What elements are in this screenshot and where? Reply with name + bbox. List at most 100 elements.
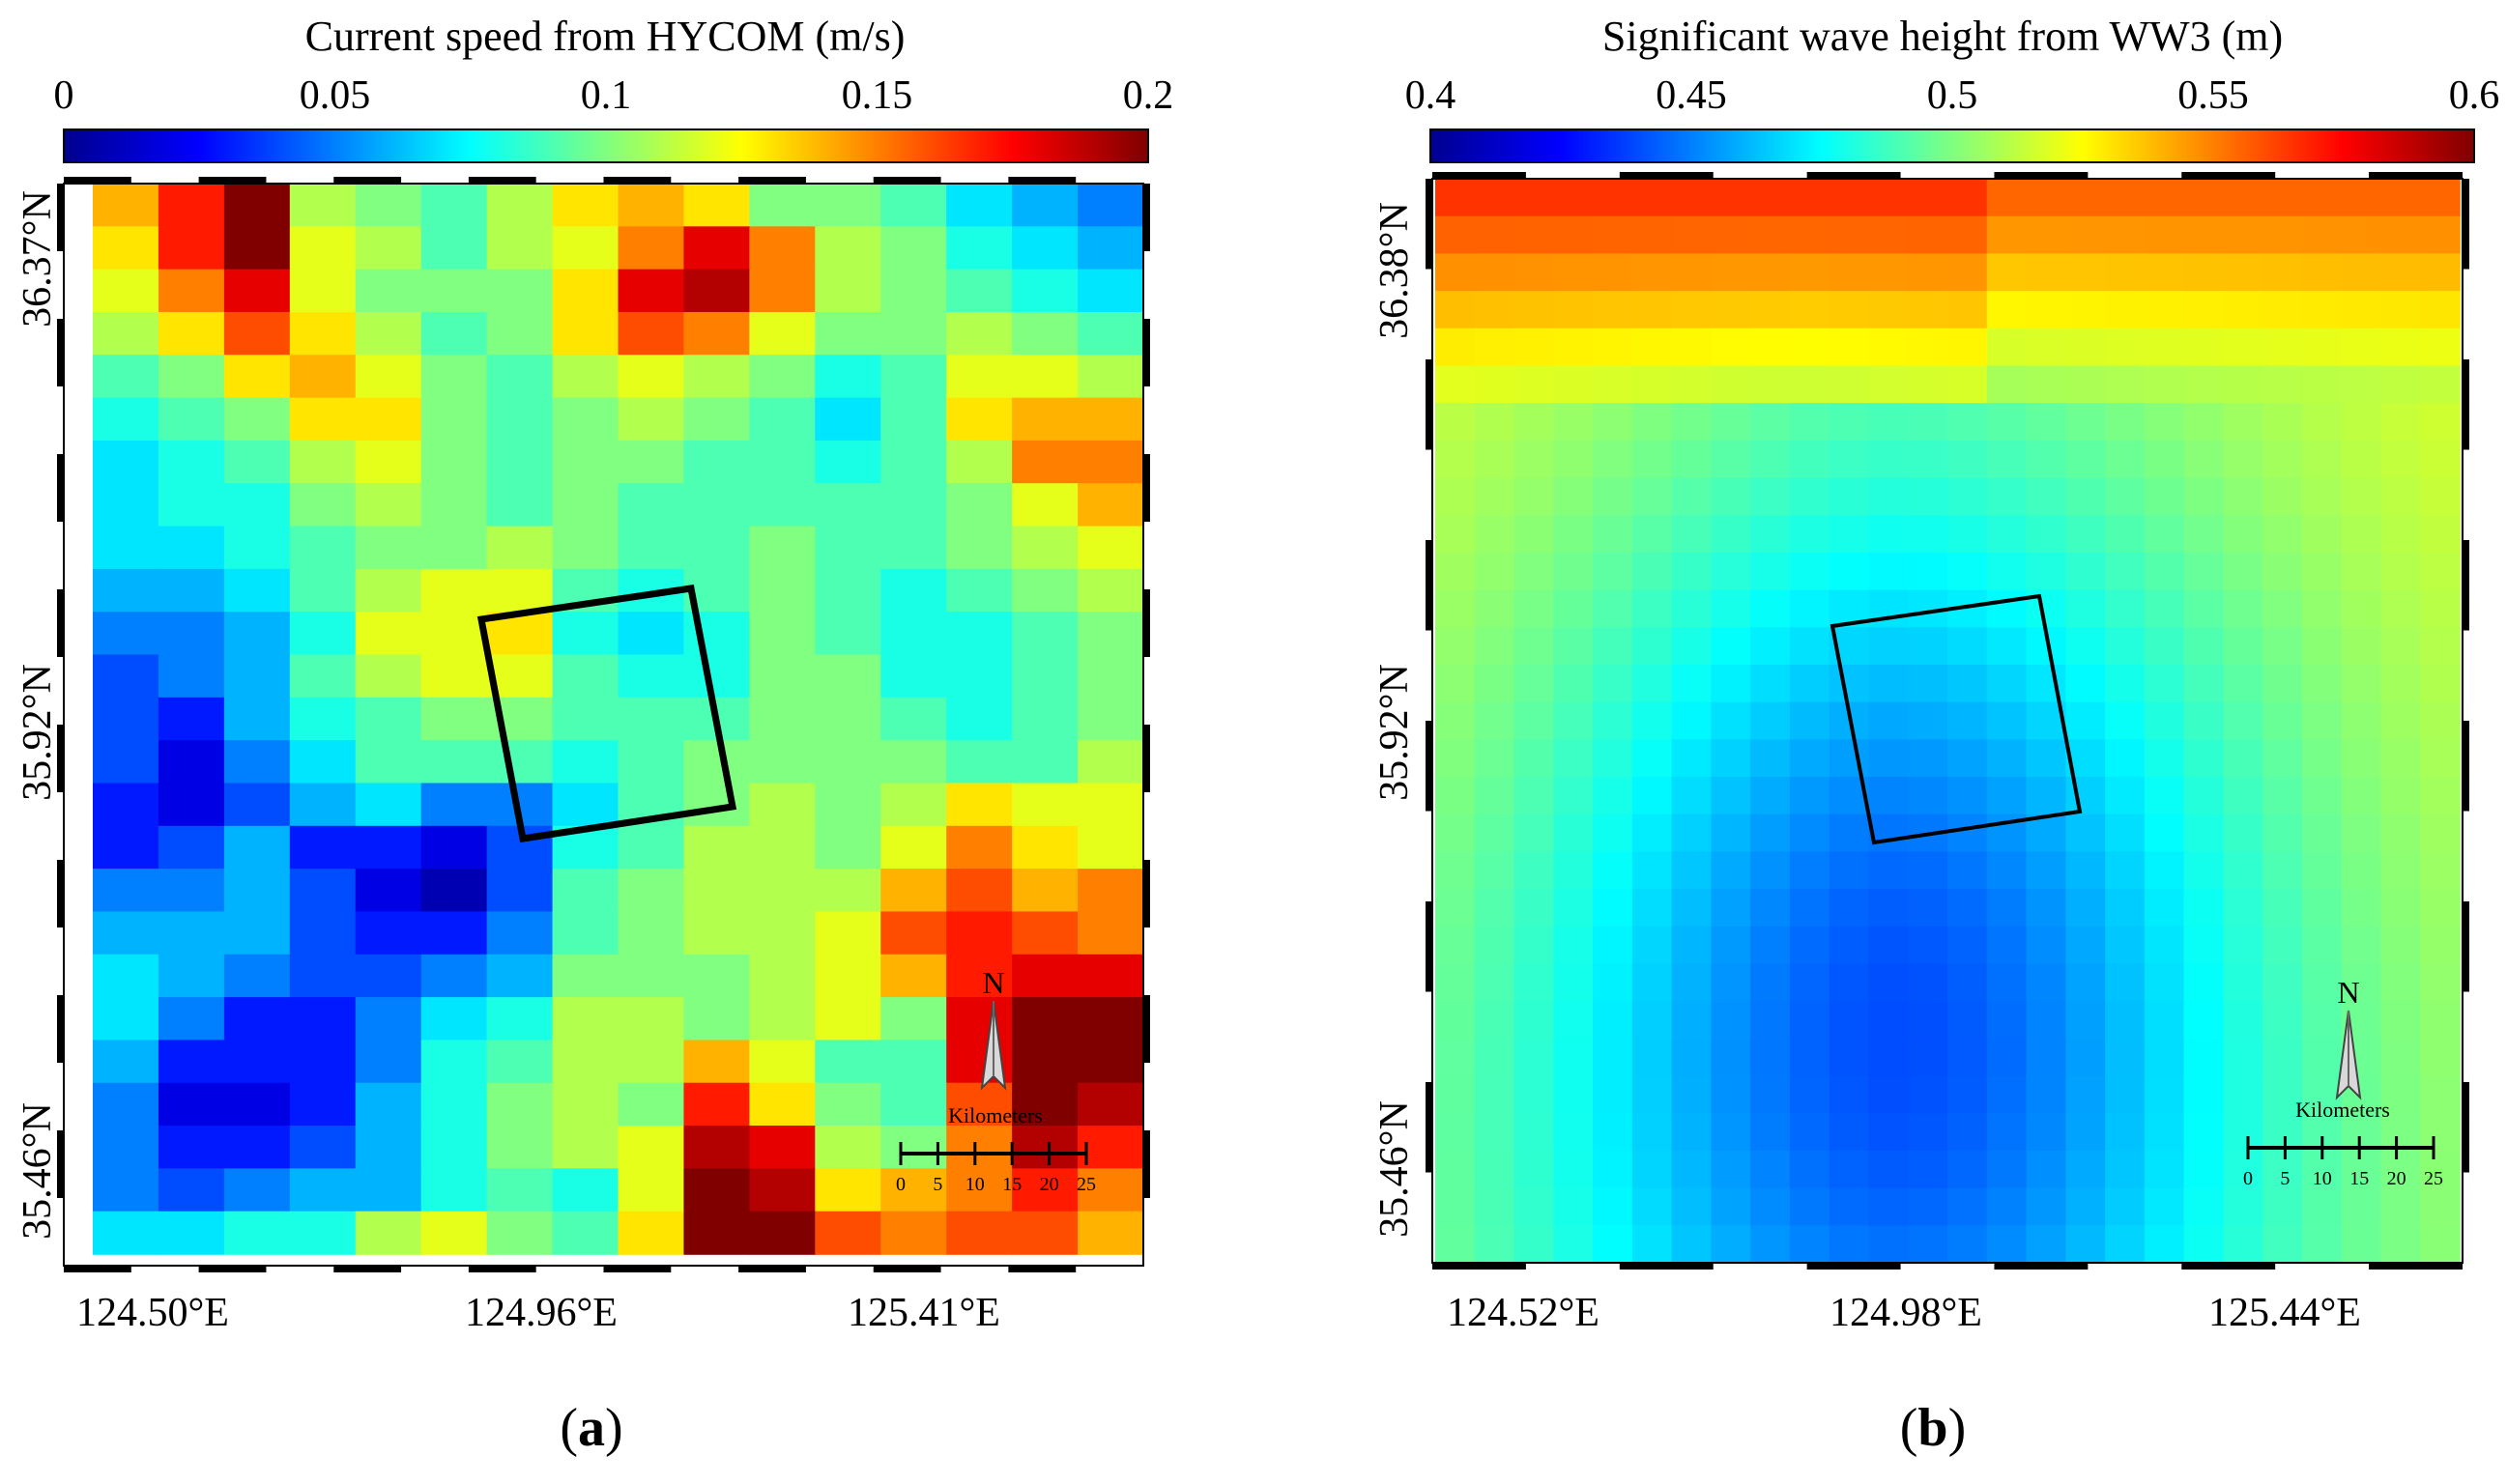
heatmap-cell-b <box>2026 926 2067 965</box>
heatmap-cell-a <box>355 740 422 785</box>
heatmap-cell-b <box>2105 926 2146 965</box>
heatmap-cell-a <box>749 355 817 399</box>
heatmap-cell-b <box>2301 1038 2343 1077</box>
heatmap-cell-a <box>880 440 947 485</box>
heatmap-cell-b <box>2026 328 2067 367</box>
heatmap-cell-b <box>1986 851 2028 890</box>
heatmap-cell-a <box>552 483 620 528</box>
heatmap-cell-b <box>1513 215 1555 255</box>
heatmap-cell-a <box>355 911 422 956</box>
heatmap-cell-b <box>1947 1113 1988 1152</box>
heatmap-cell-a <box>618 825 685 870</box>
heatmap-cell-b <box>1553 1113 1594 1152</box>
heatmap-cell-b <box>2301 403 2343 442</box>
heatmap-cell-b <box>1908 926 1948 965</box>
heatmap-cell-b <box>2341 515 2382 554</box>
heatmap-cell-b <box>1631 1075 1673 1115</box>
heatmap-cell-b <box>1789 215 1830 255</box>
heatmap-cell-b <box>1593 926 1633 965</box>
heatmap-cell-a <box>880 526 947 570</box>
y-tick-label-b: 35.46°N <box>1372 1100 1417 1238</box>
heatmap-cell-b <box>1474 403 1515 442</box>
heatmap-cell-b <box>2301 627 2343 666</box>
heatmap-cell-b <box>1631 1001 1673 1040</box>
heatmap-cell-b <box>1711 963 1751 1002</box>
heatmap-cell-b <box>1631 1113 1673 1152</box>
heatmap-cell-b <box>1750 851 1791 890</box>
heatmap-cell-b <box>2380 1038 2422 1077</box>
heatmap-cell-b <box>1553 1001 1594 1040</box>
heatmap-cell-b <box>2105 1187 2146 1227</box>
colorbar-ticks-a: 0 0.05 0.1 0.15 0.2 <box>54 73 1173 135</box>
heatmap-cell-a <box>289 783 357 827</box>
heatmap-cell-b <box>2144 813 2185 853</box>
heatmap-cell-a <box>618 869 685 913</box>
heatmap-cell-a <box>355 269 422 313</box>
heatmap-cell-a <box>289 1082 357 1127</box>
scale-tick-label-b: 15 <box>2349 1168 2369 1189</box>
heatmap-cell-b <box>1435 963 1476 1002</box>
graticule-segment <box>1143 184 1150 251</box>
heatmap-cell-b <box>1829 926 1870 965</box>
heatmap-cell-b <box>1513 777 1555 815</box>
graticule-segment <box>1008 177 1077 184</box>
heatmap-cell-b <box>1750 1187 1791 1227</box>
heatmap-cell-a <box>749 397 817 442</box>
heatmap-cell-b <box>1750 1001 1791 1040</box>
heatmap-cell-b <box>2144 179 2185 217</box>
heatmap-cell-b <box>2380 926 2422 965</box>
heatmap-cell-b <box>2144 627 2185 666</box>
heatmap-cell-b <box>1671 1038 1713 1077</box>
heatmap-cell-b <box>2301 552 2343 591</box>
heatmap-cell-a <box>683 825 751 870</box>
heatmap-cell-b <box>2420 477 2461 517</box>
heatmap-cell-a <box>1012 483 1079 528</box>
heatmap-cell-a <box>420 226 488 271</box>
heatmap-cell-a <box>880 397 947 442</box>
heatmap-cell-b <box>1711 403 1751 442</box>
heatmap-cell-b <box>2065 365 2106 404</box>
heatmap-cell-b <box>1631 926 1673 965</box>
heatmap-cell-a <box>158 397 225 442</box>
heatmap-cell-a <box>289 954 357 998</box>
heatmap-cell-b <box>1474 1150 1515 1189</box>
heatmap-cell-a <box>946 184 1013 228</box>
heatmap-cell-b <box>1631 328 1673 367</box>
heatmap-cell-b <box>2065 813 2106 853</box>
heatmap-cell-b <box>2380 328 2422 367</box>
heatmap-cell-a <box>1078 825 1144 870</box>
heatmap-cell-b <box>2301 963 2343 1002</box>
heatmap-cell-a <box>683 869 751 913</box>
graticule-segment <box>738 177 806 184</box>
heatmap-cell-b <box>2262 291 2303 329</box>
heatmap-cell-a <box>880 825 947 870</box>
heatmap-cell-b <box>1593 1001 1633 1040</box>
heatmap-cell-b <box>2341 253 2382 292</box>
heatmap-cell-b <box>2183 664 2225 703</box>
heatmap-cell-a <box>420 397 488 442</box>
heatmap-cell-b <box>2105 291 2146 329</box>
heatmap-cell-b <box>2262 777 2303 815</box>
heatmap-cell-a <box>223 911 291 956</box>
heatmap-cell-b <box>2105 701 2146 741</box>
heatmap-cell-b <box>1947 701 1988 741</box>
heatmap-cell-b <box>2301 739 2343 778</box>
heatmap-cell-a <box>223 1211 291 1255</box>
heatmap-cell-b <box>2105 963 2146 1002</box>
colorbar-tick-label-a: 0.05 <box>300 73 371 118</box>
heatmap-cell-b <box>2065 777 2106 815</box>
heatmap-cell-b <box>2420 440 2461 479</box>
heatmap-cell-a <box>1078 740 1144 785</box>
heatmap-cell-a <box>946 654 1013 699</box>
heatmap-cell-b <box>2301 813 2343 853</box>
heatmap-cell-b <box>2223 739 2263 778</box>
heatmap-cell-a <box>618 911 685 956</box>
heatmap-cell-b <box>1553 179 1594 217</box>
heatmap-cell-b <box>1631 739 1673 778</box>
heatmap-cell-b <box>1789 589 1830 629</box>
heatmap-cell-a <box>880 740 947 785</box>
heatmap-cell-b <box>2301 215 2343 255</box>
heatmap-cell-b <box>1513 440 1555 479</box>
heatmap-cell-a <box>683 269 751 313</box>
